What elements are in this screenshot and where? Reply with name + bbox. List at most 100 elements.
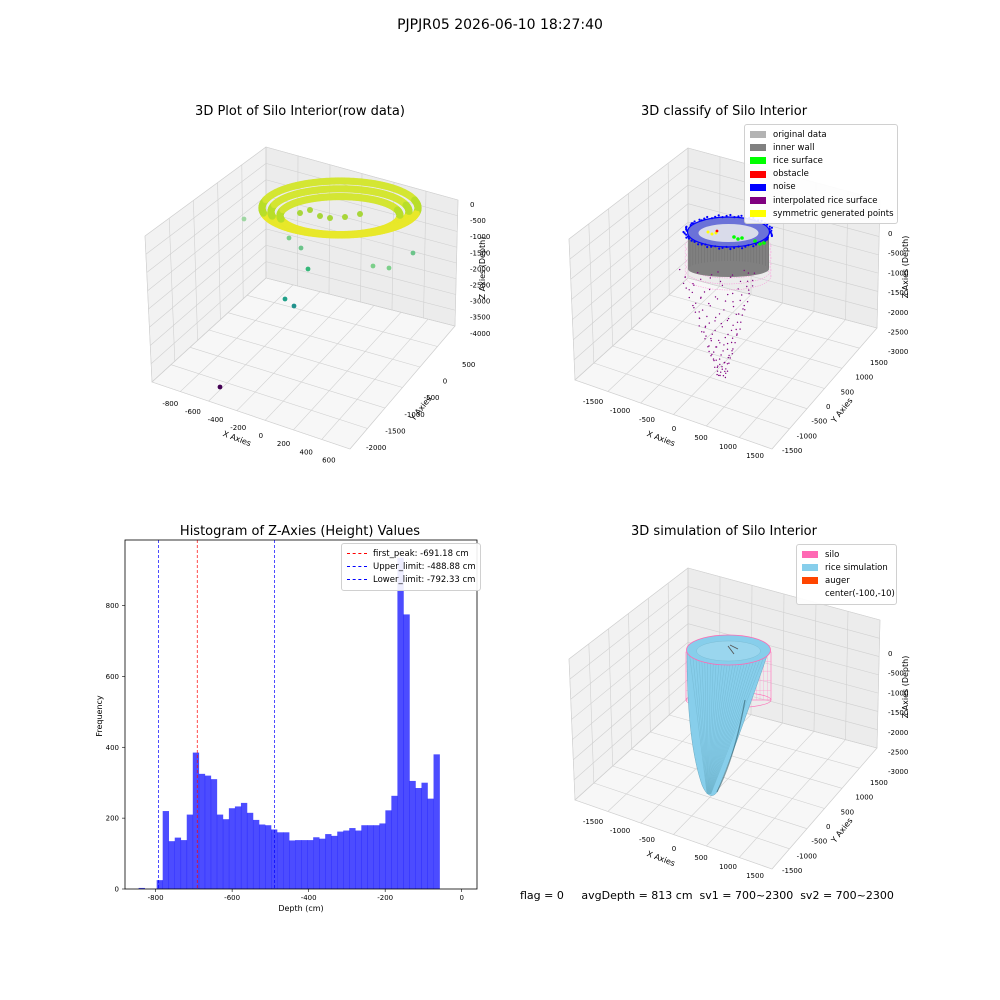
p4-rice-mesh [709, 649, 742, 795]
p2-obstacle-point [715, 229, 719, 233]
legend-label: rice surface [773, 155, 823, 166]
p2-interp-point [731, 353, 733, 355]
legend-swatch [750, 170, 766, 178]
p2-ztick-label: -1500 [888, 289, 908, 297]
p2-noise-point [700, 219, 703, 222]
p1-floor-grid-line [208, 329, 403, 388]
p2-interp-point [743, 304, 745, 307]
p2-noise-point [747, 244, 750, 247]
p2-interp-point [698, 311, 700, 313]
p2-left-grid-line [628, 193, 632, 330]
p2-floor-grid-line [706, 311, 815, 427]
p1-floor-grid-line [349, 325, 456, 450]
p4-left-grid-line [628, 613, 632, 750]
histogram-xlabel: Depth (cm) [278, 904, 323, 913]
histogram-ytick-label: 800 [106, 602, 119, 610]
p1-left-grid-line [148, 212, 267, 310]
p4-xtick-label: -1500 [583, 818, 603, 826]
p2-interp-point [718, 313, 721, 315]
p2-interp-point [724, 361, 726, 364]
p2-interp-point [744, 309, 746, 311]
p2-interp-point [692, 283, 694, 285]
p2-interp-point [728, 362, 730, 364]
p2-interp-point [723, 344, 725, 346]
p4-back-grid-line [782, 593, 785, 724]
histogram-bar [373, 825, 380, 889]
p4-left-grid-line [568, 658, 576, 801]
p2-noise-point [766, 236, 769, 239]
histogram-bar [343, 830, 350, 889]
p1-back-grid-line [265, 212, 457, 264]
p2-interp-point [679, 268, 681, 271]
p1-ytick-label: -1500 [385, 427, 405, 435]
p2-noise-point [766, 223, 769, 226]
p2-interp-point [715, 359, 717, 361]
histogram-bar [379, 823, 386, 889]
p1-floor-grid-line [246, 295, 438, 347]
legend-entry: original data [750, 128, 891, 141]
p2-noise-point [714, 245, 717, 248]
p2-interp-point [746, 285, 748, 288]
p1-floor-grid-line [265, 277, 456, 327]
p2-noise-point [770, 226, 774, 229]
p2-interp-point [708, 302, 710, 305]
p4-rice-shade [716, 699, 746, 793]
p2-ztick-label: -2000 [888, 309, 908, 317]
p2-noise-point [685, 225, 688, 228]
histogram-bar [240, 802, 248, 889]
p2-interp-point [748, 292, 750, 295]
p4-ztick-label: -2000 [888, 729, 908, 737]
p2-interp-point [693, 284, 695, 286]
p4-ytick-label: 0 [826, 823, 830, 831]
histogram-bar [421, 782, 428, 889]
p2-interp-point [716, 373, 718, 376]
histogram-ytick-label: 400 [106, 744, 119, 752]
p2-interp-point [725, 372, 727, 374]
histogram-bar [331, 835, 338, 889]
histogram-bar [325, 834, 332, 889]
p2-interp-point [747, 272, 750, 274]
p2-ztick-label: -2500 [888, 329, 908, 337]
p2-noise-point [714, 215, 717, 218]
p2-interp-point [697, 272, 699, 274]
p2-noise-point [729, 247, 732, 251]
p4-ztick-label: -1000 [888, 689, 908, 697]
p2-noise-point [697, 243, 700, 246]
p1-ytick-label: -1000 [404, 411, 424, 419]
p2-interp-point [715, 346, 718, 348]
histogram-bar [349, 828, 356, 889]
p2-xtick-label: 0 [672, 425, 676, 433]
histogram-bar [265, 825, 272, 889]
p1-back-grid-line [265, 261, 456, 311]
histogram-bar [271, 829, 278, 889]
p2-interp-point [688, 296, 690, 299]
histogram-bar [156, 880, 163, 889]
p2-interp-point [735, 313, 737, 316]
legend-swatch [750, 131, 766, 139]
p4-left-grid-line [648, 598, 651, 733]
p2-interp-point [748, 289, 750, 291]
histogram-bar [361, 825, 368, 889]
p4-rice-top-inner [696, 640, 761, 662]
p2-interp-point [724, 300, 727, 302]
p2-interp-point [713, 359, 715, 362]
p2-rice-point [732, 235, 736, 239]
p2-left-grid-line [570, 184, 689, 280]
p2-interp-point [729, 357, 731, 359]
p2-interp-point [698, 325, 700, 327]
p4-rice-mesh [708, 649, 727, 795]
p2-ytick-label: -1000 [797, 432, 817, 440]
histogram-bar [337, 831, 344, 889]
p2-left-grid-line [588, 223, 595, 364]
p2-left-grid-line [568, 147, 689, 240]
p2-interp-point [720, 354, 722, 356]
p2-interp-point [738, 313, 740, 315]
p4-floor-grid-line [738, 739, 846, 858]
panel2-title: 3D classify of Silo Interior [640, 104, 808, 119]
p4-ztick-label: -2500 [888, 749, 908, 757]
p2-noise-point [740, 214, 743, 217]
legend-entry: silo [802, 548, 890, 561]
p1-floor-grid-line [151, 381, 351, 450]
footer-depth-sv: avgDepth = 813 cm sv1 = 700~2300 sv2 = 7… [581, 889, 894, 902]
histogram-bar [355, 830, 362, 889]
